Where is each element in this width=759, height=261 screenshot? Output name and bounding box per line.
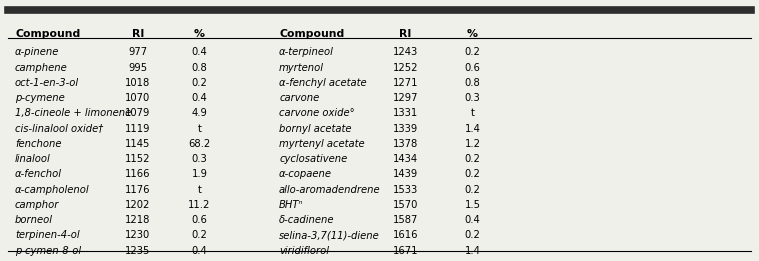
Text: 1152: 1152 [125, 154, 150, 164]
Text: camphene: camphene [15, 63, 68, 73]
Text: 1297: 1297 [393, 93, 418, 103]
Text: RI: RI [399, 29, 411, 39]
Text: 1.9: 1.9 [191, 169, 207, 179]
Text: 68.2: 68.2 [188, 139, 210, 149]
Text: %: % [194, 29, 205, 39]
Text: RI: RI [131, 29, 144, 39]
Text: 1119: 1119 [125, 124, 150, 134]
Text: cis-linalool oxide†: cis-linalool oxide† [15, 124, 103, 134]
Text: Compound: Compound [279, 29, 345, 39]
Text: oct-1-en-3-ol: oct-1-en-3-ol [15, 78, 79, 88]
Text: 1,8-cineole + limonene: 1,8-cineole + limonene [15, 108, 131, 118]
Text: 1439: 1439 [393, 169, 418, 179]
Text: 1176: 1176 [125, 185, 150, 195]
Text: 1018: 1018 [125, 78, 150, 88]
Text: 1079: 1079 [125, 108, 150, 118]
Text: 1.2: 1.2 [465, 139, 480, 149]
Text: 1434: 1434 [393, 154, 418, 164]
Text: 1.4: 1.4 [465, 124, 480, 134]
Text: 1202: 1202 [125, 200, 150, 210]
Text: 0.8: 0.8 [191, 63, 207, 73]
Text: α-fenchyl acetate: α-fenchyl acetate [279, 78, 367, 88]
Text: 1616: 1616 [393, 230, 418, 240]
Text: camphor: camphor [15, 200, 59, 210]
Text: 0.2: 0.2 [465, 169, 480, 179]
Text: allo-aromadendrene: allo-aromadendrene [279, 185, 381, 195]
Text: 0.3: 0.3 [465, 93, 480, 103]
Text: 0.4: 0.4 [191, 48, 207, 57]
Text: 1145: 1145 [125, 139, 150, 149]
Text: 1.4: 1.4 [465, 246, 480, 256]
Text: myrtenyl acetate: myrtenyl acetate [279, 139, 365, 149]
Text: 0.2: 0.2 [465, 154, 480, 164]
Text: 1587: 1587 [393, 215, 418, 225]
Text: 4.9: 4.9 [191, 108, 207, 118]
Text: 0.2: 0.2 [465, 48, 480, 57]
Text: fenchone: fenchone [15, 139, 61, 149]
Text: cyclosativene: cyclosativene [279, 154, 348, 164]
Text: 0.4: 0.4 [191, 93, 207, 103]
Text: t: t [471, 108, 474, 118]
Text: 1570: 1570 [393, 200, 418, 210]
Text: 0.6: 0.6 [191, 215, 207, 225]
Text: 0.2: 0.2 [465, 230, 480, 240]
Text: borneol: borneol [15, 215, 53, 225]
Text: Compound: Compound [15, 29, 80, 39]
Text: 1230: 1230 [125, 230, 150, 240]
Text: BHTⁿ: BHTⁿ [279, 200, 304, 210]
Text: α-copaene: α-copaene [279, 169, 332, 179]
Text: 0.4: 0.4 [191, 246, 207, 256]
Text: 0.2: 0.2 [191, 78, 207, 88]
Text: 1070: 1070 [125, 93, 150, 103]
Text: 1218: 1218 [125, 215, 150, 225]
Text: 1339: 1339 [393, 124, 418, 134]
Text: δ-cadinene: δ-cadinene [279, 215, 335, 225]
Text: viridiflorol: viridiflorol [279, 246, 329, 256]
Text: 0.8: 0.8 [465, 78, 480, 88]
Text: 0.6: 0.6 [465, 63, 480, 73]
Text: linalool: linalool [15, 154, 51, 164]
Text: %: % [467, 29, 478, 39]
Text: 1378: 1378 [393, 139, 418, 149]
Text: α-fenchol: α-fenchol [15, 169, 62, 179]
Text: p-cymen-8-ol: p-cymen-8-ol [15, 246, 81, 256]
Text: t: t [197, 124, 201, 134]
Text: 1235: 1235 [125, 246, 150, 256]
Text: selina-3,7(11)-diene: selina-3,7(11)-diene [279, 230, 380, 240]
Text: α-pinene: α-pinene [15, 48, 59, 57]
Text: 0.3: 0.3 [191, 154, 207, 164]
Text: t: t [197, 185, 201, 195]
Text: 1.5: 1.5 [465, 200, 480, 210]
Text: 1243: 1243 [393, 48, 418, 57]
Text: terpinen-4-ol: terpinen-4-ol [15, 230, 80, 240]
Text: α-terpineol: α-terpineol [279, 48, 334, 57]
Text: carvone oxide°: carvone oxide° [279, 108, 354, 118]
Text: 1331: 1331 [393, 108, 418, 118]
Text: 1166: 1166 [125, 169, 150, 179]
Text: 1533: 1533 [393, 185, 418, 195]
Text: p-cymene: p-cymene [15, 93, 65, 103]
Text: 0.2: 0.2 [191, 230, 207, 240]
Text: α-campholenol: α-campholenol [15, 185, 90, 195]
Text: bornyl acetate: bornyl acetate [279, 124, 351, 134]
Text: 1252: 1252 [393, 63, 418, 73]
Text: myrtenol: myrtenol [279, 63, 324, 73]
Text: 0.4: 0.4 [465, 215, 480, 225]
Text: carvone: carvone [279, 93, 320, 103]
Text: 1271: 1271 [393, 78, 418, 88]
Text: 11.2: 11.2 [188, 200, 211, 210]
Text: 0.2: 0.2 [465, 185, 480, 195]
Text: 977: 977 [128, 48, 147, 57]
Text: 1671: 1671 [393, 246, 418, 256]
Text: 995: 995 [128, 63, 147, 73]
